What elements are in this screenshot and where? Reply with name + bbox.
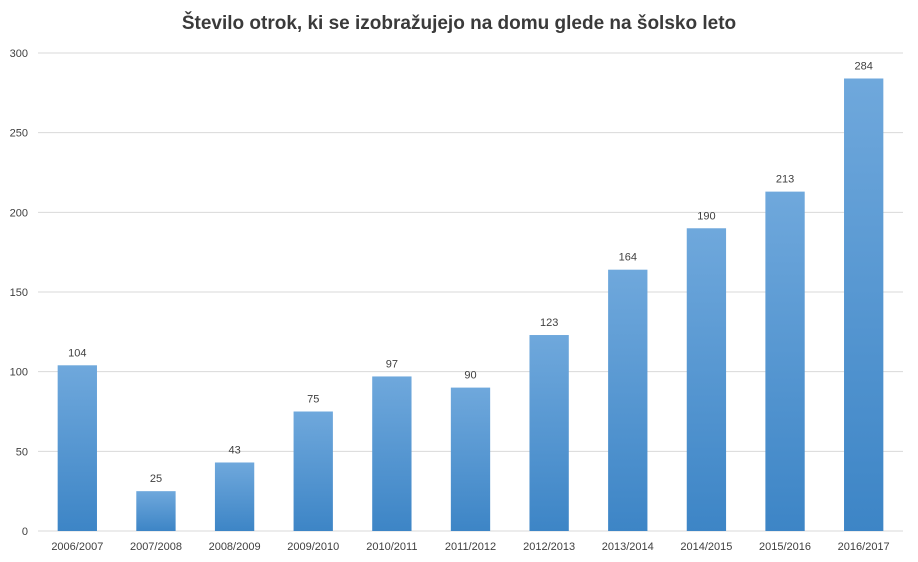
bar	[450, 387, 491, 531]
x-tick-label: 2009/2010	[287, 541, 339, 553]
x-tick-label: 2013/2014	[602, 541, 654, 553]
x-tick-label: 2012/2013	[523, 541, 575, 553]
bar	[57, 365, 97, 531]
data-label: 25	[150, 473, 162, 485]
x-tick-label: 2007/2008	[130, 541, 182, 553]
y-tick-label: 200	[10, 207, 28, 219]
data-label: 164	[619, 252, 637, 264]
y-tick-label: 150	[10, 287, 28, 299]
data-label: 104	[68, 347, 86, 359]
bar	[686, 228, 727, 531]
data-label: 190	[697, 210, 715, 222]
bar	[765, 191, 805, 531]
data-label: 90	[464, 370, 476, 382]
chart-title: Število otrok, ki se izobražujejo na dom…	[181, 13, 737, 34]
x-tick-label: 2011/2012	[445, 541, 496, 553]
bar	[214, 462, 255, 531]
x-axis: 2006/2007 2007/2008 2008/2009 2009/2010 2010…	[51, 541, 889, 553]
bar	[608, 269, 648, 531]
y-tick-label: 50	[16, 446, 28, 458]
y-axis: 0 50 100 150 200 250 300	[10, 48, 28, 538]
data-label: 123	[540, 317, 558, 329]
bar	[372, 376, 412, 531]
data-labels: 104 25 43 75 97 90 123 164 190 213 284	[68, 60, 873, 485]
x-tick-label: 2014/2015	[680, 541, 732, 553]
data-label: 284	[855, 60, 873, 72]
bar	[529, 335, 569, 531]
x-tick-label: 2008/2009	[209, 541, 261, 553]
bars	[57, 78, 884, 531]
bar	[844, 78, 884, 531]
data-label: 43	[228, 444, 240, 456]
bar	[136, 491, 176, 531]
bar	[293, 411, 333, 531]
data-label: 213	[776, 174, 794, 186]
x-tick-label: 2006/2007	[51, 541, 103, 553]
x-tick-label: 2016/2017	[838, 541, 890, 553]
y-tick-label: 300	[10, 48, 28, 60]
y-tick-label: 100	[10, 367, 28, 379]
y-tick-label: 250	[10, 128, 28, 140]
data-label: 97	[386, 358, 398, 370]
x-tick-label: 2015/2016	[759, 541, 811, 553]
y-tick-label: 0	[22, 526, 28, 538]
data-label: 75	[307, 394, 319, 406]
x-tick-label: 2010/2011	[366, 541, 417, 553]
